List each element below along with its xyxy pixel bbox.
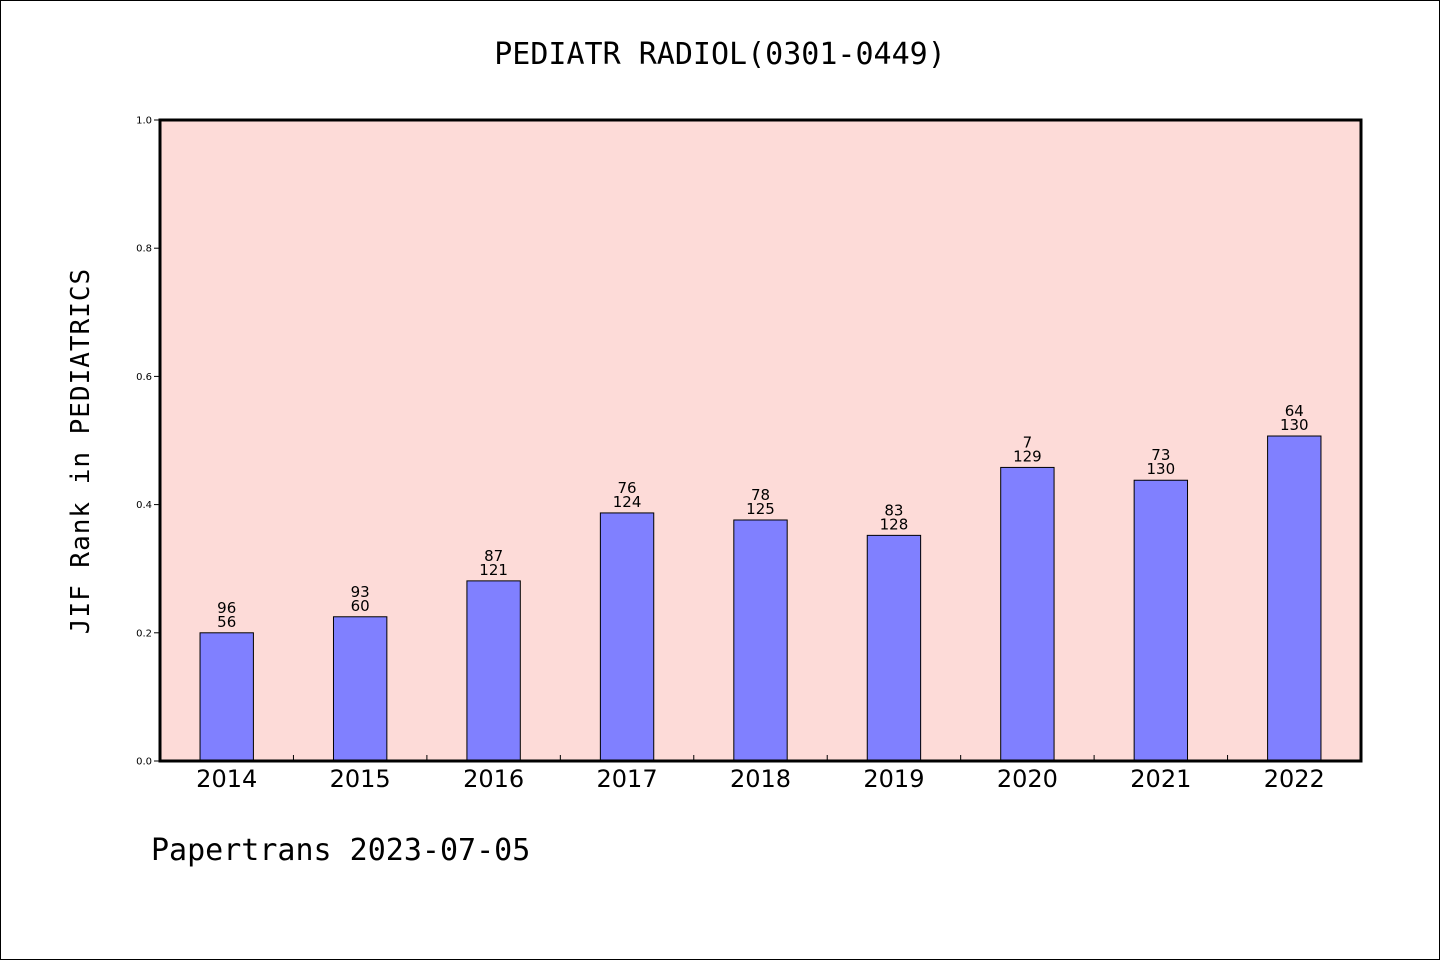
y-tick-label: 0.8 bbox=[136, 244, 152, 255]
total-label-2016: 121 bbox=[479, 561, 508, 579]
x-ticks-group: 2014 2015 2016 2017 2018 2019 2020 2021 2022 bbox=[196, 755, 1325, 793]
x-tick-label-2014: 2014 bbox=[196, 765, 257, 793]
total-label-2014: 56 bbox=[217, 613, 236, 631]
bar-2018 bbox=[733, 519, 788, 762]
bar-2020 bbox=[1000, 466, 1055, 762]
bar-2016 bbox=[466, 580, 521, 762]
rank-label-2019: 83 bbox=[884, 501, 903, 519]
bar-2017 bbox=[599, 512, 655, 762]
y-ticks-group: 0.0 0.2 0.4 0.6 0.8 1.0 bbox=[136, 116, 160, 768]
footer-text: Papertrans 2023-07-05 bbox=[151, 833, 531, 868]
y-tick-label: 1.0 bbox=[136, 116, 152, 127]
total-label-2019: 128 bbox=[880, 515, 909, 533]
bar-2014 bbox=[199, 632, 254, 762]
x-tick-label-2018: 2018 bbox=[730, 765, 791, 793]
rank-label-2020: 7 bbox=[1023, 433, 1033, 451]
y-tick-label: 0.0 bbox=[136, 757, 152, 768]
total-label-2020: 129 bbox=[1013, 447, 1042, 465]
rank-label-2018: 78 bbox=[751, 486, 770, 504]
y-tick-label: 0.6 bbox=[136, 372, 152, 383]
total-label-2017: 124 bbox=[613, 493, 642, 511]
x-tick-label-2020: 2020 bbox=[997, 765, 1058, 793]
total-label-2021: 130 bbox=[1147, 460, 1176, 478]
bar-2019 bbox=[866, 534, 922, 762]
rank-label-2016: 87 bbox=[484, 547, 503, 565]
rank-label-2021: 73 bbox=[1151, 446, 1170, 464]
x-tick-label-2016: 2016 bbox=[463, 765, 524, 793]
x-tick-label-2022: 2022 bbox=[1264, 765, 1325, 793]
bar-2015 bbox=[332, 616, 388, 762]
x-tick-label-2021: 2021 bbox=[1130, 765, 1191, 793]
x-tick-label-2019: 2019 bbox=[863, 765, 924, 793]
bar-2021 bbox=[1133, 479, 1189, 762]
rank-label-2014: 96 bbox=[217, 599, 236, 617]
total-label-2022: 130 bbox=[1280, 416, 1309, 434]
y-tick-label: 0.2 bbox=[136, 628, 152, 639]
bars-group bbox=[199, 435, 1322, 762]
total-label-2015: 60 bbox=[351, 597, 370, 615]
rank-label-2015: 93 bbox=[351, 583, 370, 601]
x-tick-label-2015: 2015 bbox=[330, 765, 391, 793]
plot-border bbox=[158, 118, 1363, 763]
rank-label-2017: 76 bbox=[618, 479, 637, 497]
total-label-2018: 125 bbox=[746, 500, 775, 518]
rank-label-2022: 64 bbox=[1285, 402, 1304, 420]
x-tick-label-2017: 2017 bbox=[597, 765, 658, 793]
bar-2022 bbox=[1267, 435, 1322, 762]
y-tick-label: 0.4 bbox=[136, 500, 152, 511]
chart-title: PEDIATR RADIOL(0301-0449) bbox=[494, 37, 946, 72]
